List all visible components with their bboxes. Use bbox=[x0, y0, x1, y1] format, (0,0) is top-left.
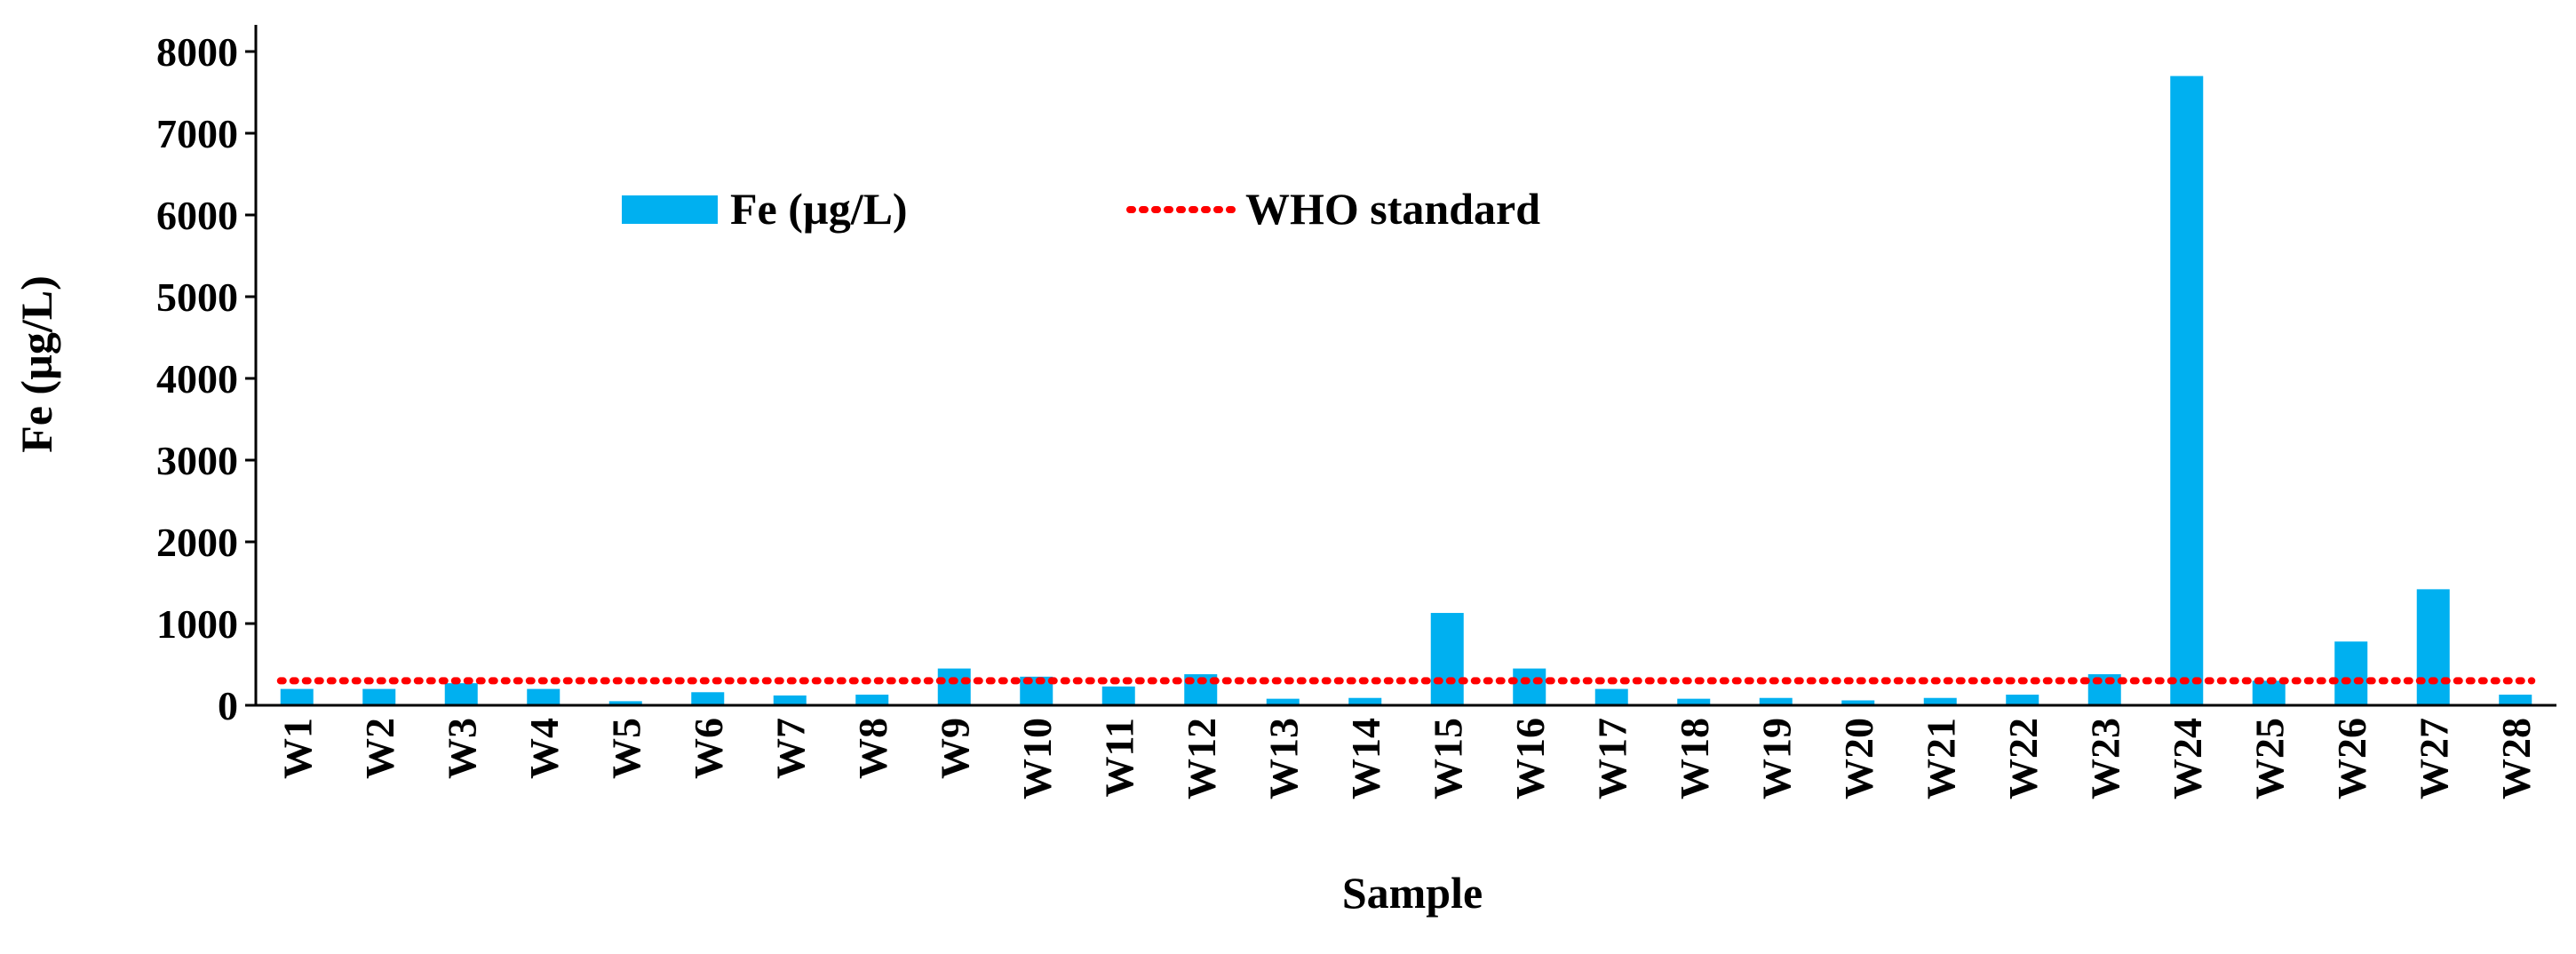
x-tick-W9: W9 bbox=[932, 718, 977, 779]
y-axis-title: Fe (µg/L) bbox=[12, 275, 61, 453]
x-tick-W22: W22 bbox=[2000, 718, 2046, 799]
bar-W14 bbox=[1348, 697, 1382, 705]
legend-swatch-fe bbox=[622, 195, 718, 224]
bar-W3 bbox=[444, 683, 478, 705]
bar-W23 bbox=[2087, 674, 2121, 705]
x-tick-W13: W13 bbox=[1260, 718, 1306, 799]
y-tick-labels: 0 1000 2000 3000 4000 5000 6000 7000 8000 bbox=[156, 29, 238, 728]
y-tick-8000: 8000 bbox=[156, 29, 238, 75]
legend-label-who: WHO standard bbox=[1245, 184, 1540, 234]
y-tick-5000: 5000 bbox=[156, 274, 238, 320]
y-tick-6000: 6000 bbox=[156, 193, 238, 238]
x-tick-W18: W18 bbox=[1672, 718, 1717, 799]
bar-W28 bbox=[2499, 695, 2532, 705]
x-tick-W14: W14 bbox=[1343, 718, 1388, 799]
y-tick-4000: 4000 bbox=[156, 356, 238, 401]
x-tick-W24: W24 bbox=[2165, 718, 2210, 799]
x-tick-W19: W19 bbox=[1753, 718, 1799, 799]
bar-W13 bbox=[1266, 698, 1300, 705]
x-axis-title: Sample bbox=[1342, 868, 1483, 918]
bar-W22 bbox=[2006, 695, 2039, 705]
x-tick-W16: W16 bbox=[1507, 718, 1553, 799]
x-tick-W20: W20 bbox=[1836, 718, 1881, 799]
x-tick-W8: W8 bbox=[850, 718, 895, 779]
x-tick-W7: W7 bbox=[767, 718, 813, 779]
bar-W7 bbox=[773, 695, 807, 705]
x-tick-W11: W11 bbox=[1096, 718, 1141, 797]
x-tick-W4: W4 bbox=[521, 718, 567, 779]
legend: Fe (µg/L) WHO standard bbox=[622, 184, 1540, 234]
bar-W21 bbox=[1923, 697, 1957, 705]
bar-W24 bbox=[2170, 76, 2204, 706]
bar-W2 bbox=[362, 688, 396, 705]
axes bbox=[245, 25, 2556, 707]
x-tick-W3: W3 bbox=[439, 718, 484, 779]
x-tick-W28: W28 bbox=[2493, 718, 2539, 799]
x-tick-W6: W6 bbox=[686, 718, 731, 779]
y-tick-3000: 3000 bbox=[156, 438, 238, 483]
x-tick-W2: W2 bbox=[357, 718, 402, 779]
bar-W20 bbox=[1841, 700, 1875, 705]
bar-W16 bbox=[1513, 668, 1546, 705]
bar-W5 bbox=[608, 701, 642, 705]
x-tick-W26: W26 bbox=[2329, 718, 2374, 799]
x-tick-labels: W1 W2 W3 W4 W5 W6 W7 W8 W9 W10 W11 W12 W13 W14 W15 W16 W… bbox=[274, 718, 2539, 799]
bar-W4 bbox=[527, 688, 561, 705]
x-tick-W27: W27 bbox=[2411, 718, 2456, 799]
bar-W6 bbox=[691, 692, 725, 705]
x-tick-W21: W21 bbox=[1918, 718, 1963, 799]
bar-W19 bbox=[1759, 697, 1793, 705]
bar-W26 bbox=[2334, 641, 2368, 705]
bar-W11 bbox=[1101, 686, 1135, 705]
bar-W27 bbox=[2416, 589, 2450, 705]
bar-series bbox=[280, 76, 2532, 706]
x-tick-W23: W23 bbox=[2082, 718, 2127, 799]
y-tick-2000: 2000 bbox=[156, 520, 238, 565]
x-tick-W15: W15 bbox=[1425, 718, 1470, 799]
bar-W17 bbox=[1594, 688, 1628, 705]
y-tick-0: 0 bbox=[218, 683, 238, 728]
bar-W25 bbox=[2252, 680, 2286, 705]
bar-W9 bbox=[937, 668, 971, 705]
legend-label-fe: Fe (µg/L) bbox=[730, 184, 908, 234]
x-tick-W10: W10 bbox=[1014, 718, 1060, 799]
bar-W1 bbox=[280, 688, 314, 705]
x-tick-W25: W25 bbox=[2246, 718, 2292, 799]
x-tick-W1: W1 bbox=[274, 718, 320, 779]
bar-W15 bbox=[1430, 613, 1464, 705]
y-tick-7000: 7000 bbox=[156, 111, 238, 156]
bar-W8 bbox=[855, 695, 889, 705]
x-tick-W5: W5 bbox=[603, 718, 648, 779]
y-tick-1000: 1000 bbox=[156, 601, 238, 647]
x-tick-W17: W17 bbox=[1589, 718, 1634, 799]
bar-W18 bbox=[1677, 698, 1711, 705]
x-tick-W12: W12 bbox=[1179, 718, 1224, 799]
